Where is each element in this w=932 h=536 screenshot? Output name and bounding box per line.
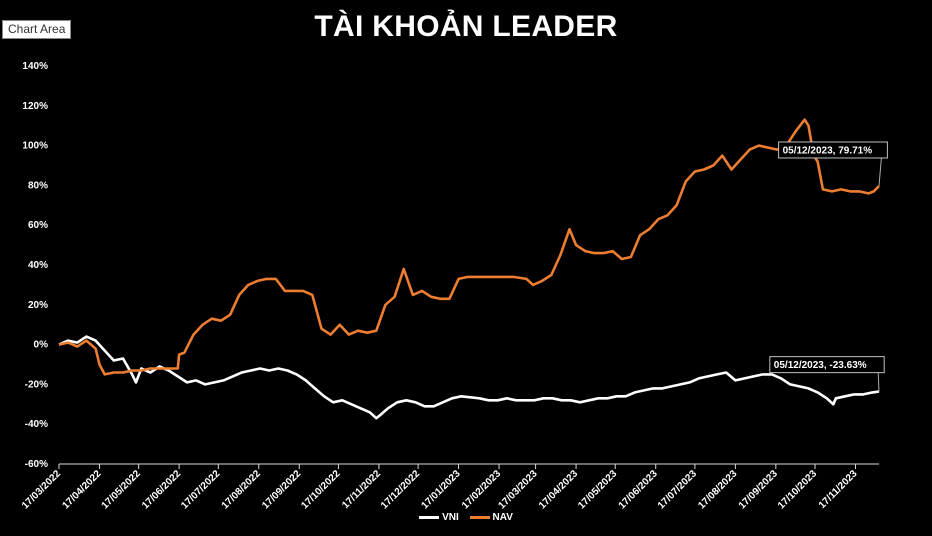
y-tick-label: 80%	[28, 180, 48, 191]
y-tick-label: 40%	[28, 260, 48, 271]
callout-box-nav	[778, 141, 888, 159]
x-tick-label: 17/11/2022	[340, 468, 383, 511]
x-tick-label: 17/07/2022	[179, 468, 222, 511]
series-line-nav	[58, 118, 880, 376]
legend-label-nav: NAV	[492, 512, 513, 523]
y-tick-label: 120%	[22, 101, 48, 112]
y-tick-label: -20%	[25, 379, 48, 390]
callout-label-vni: 05/12/2023, -23.63%	[774, 360, 867, 371]
legend-label-vni: VNI	[442, 512, 459, 523]
y-tick-label: 60%	[28, 220, 48, 231]
x-tick-label: 17/05/2023	[576, 468, 619, 511]
x-tick-label: 17/11/2023	[817, 468, 860, 511]
callout-leader-vni	[877, 372, 880, 392]
chart-title: TÀI KHOẢN LEADER	[314, 10, 618, 43]
legend-item-vni[interactable]: VNI	[419, 512, 459, 523]
x-tick-label: 17/06/2022	[140, 468, 183, 511]
x-tick-label: 17/04/2022	[60, 468, 103, 511]
x-tick-label: 17/09/2022	[260, 468, 303, 511]
legend-swatch-nav	[469, 515, 490, 519]
chart-area-label[interactable]: Chart Area	[2, 20, 72, 39]
x-tick-label: 17/09/2023	[737, 468, 780, 511]
callout-leader-nav	[878, 157, 882, 187]
y-tick-label: 140%	[22, 61, 48, 72]
x-tick-label: 17/05/2022	[100, 468, 143, 511]
callout-box-vni	[769, 356, 885, 374]
y-tick-label: -40%	[25, 419, 48, 430]
x-tick-label: 17/06/2023	[617, 468, 660, 511]
y-tick-label: 0%	[34, 340, 49, 351]
x-tick-label: 17/12/2022	[379, 468, 422, 511]
y-tick-label: -60%	[25, 459, 48, 470]
x-tick-label: 17/07/2023	[656, 468, 699, 511]
x-tick-label: 17/04/2023	[537, 468, 580, 511]
x-tick-label: 17/03/2023	[497, 468, 540, 511]
series-line-vni	[58, 335, 880, 420]
y-tick-label: 20%	[28, 300, 48, 311]
legend-item-nav[interactable]: NAV	[469, 512, 513, 523]
legend: VNI NAV	[0, 512, 932, 523]
x-tick-label: 17/01/2023	[419, 468, 462, 511]
x-tick-label: 17/08/2023	[696, 468, 739, 511]
callout-label-nav: 05/12/2023, 79.71%	[783, 145, 873, 156]
y-tick-label: 100%	[22, 141, 48, 152]
x-tick-label: 17/08/2022	[220, 468, 263, 511]
x-tick-label: 17/03/2022	[20, 468, 63, 511]
x-tick-label: 17/10/2023	[776, 468, 819, 511]
x-tick-label: 17/10/2022	[299, 468, 342, 511]
legend-swatch-vni	[419, 515, 440, 519]
